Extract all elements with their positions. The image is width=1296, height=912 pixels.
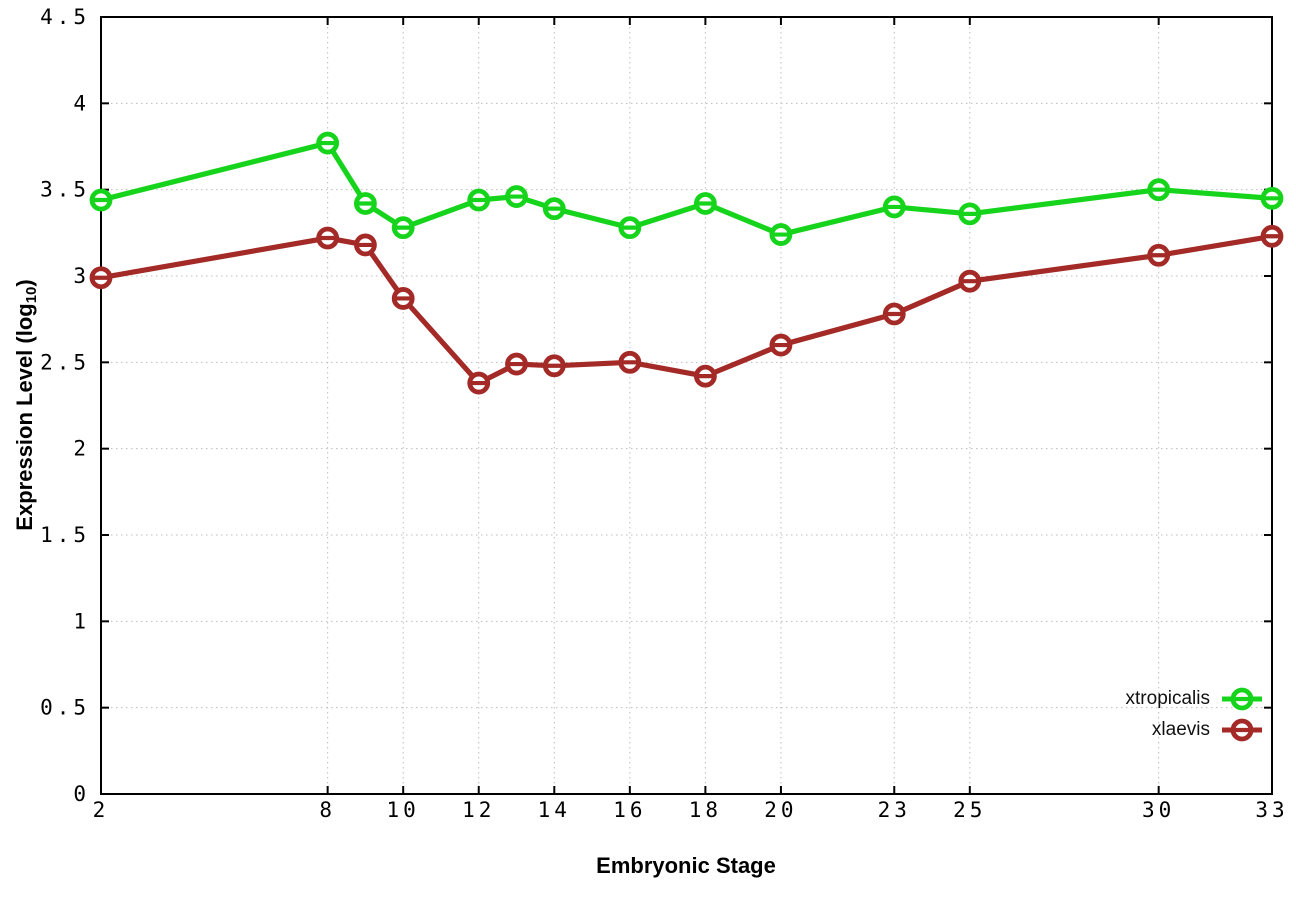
y-tick-label-2.5: 2.5 bbox=[40, 350, 90, 374]
series-xtropicalis bbox=[89, 131, 1284, 246]
y-axis-title-close: ) bbox=[11, 279, 37, 287]
legend-label-xlaevis: xlaevis bbox=[1151, 719, 1210, 740]
y-axis-title-text: Expression Level (log bbox=[11, 303, 37, 531]
legend: xtropicalis xlaevis bbox=[1126, 686, 1264, 743]
x-tick-label-30: 30 bbox=[1142, 798, 1175, 822]
x-axis-title: Embryonic Stage bbox=[596, 853, 776, 878]
x-tick-label-12: 12 bbox=[462, 798, 495, 822]
x-tick-label-23: 23 bbox=[878, 798, 911, 822]
x-tick-label-16: 16 bbox=[613, 798, 646, 822]
x-tick-label-10: 10 bbox=[387, 798, 420, 822]
legend-item-xtropicalis: xtropicalis bbox=[1126, 686, 1264, 712]
series-xlaevis-line bbox=[98, 233, 1275, 386]
x-tick-label-8: 8 bbox=[319, 798, 336, 822]
x-tick-label-18: 18 bbox=[689, 798, 722, 822]
y-tick-label-0: 0 bbox=[73, 782, 90, 806]
x-tick-label-2: 2 bbox=[93, 798, 110, 822]
y-axis-title: Expression Level (log10) bbox=[12, 279, 40, 530]
legend-label-xtropicalis: xtropicalis bbox=[1125, 688, 1210, 709]
y-axis-title-subscript: 10 bbox=[23, 286, 41, 304]
y-tick-label-1.5: 1.5 bbox=[40, 523, 90, 547]
x-tick-label-20: 20 bbox=[764, 798, 797, 822]
plot-border bbox=[100, 16, 1273, 795]
legend-marker-xlaevis-icon bbox=[1222, 718, 1262, 742]
x-tick-label-25: 25 bbox=[953, 798, 986, 822]
y-tick-label-4.5: 4.5 bbox=[40, 5, 90, 29]
y-tick-label-2: 2 bbox=[73, 437, 90, 461]
series-xtropicalis-line bbox=[98, 140, 1275, 238]
series-xlaevis bbox=[89, 224, 1284, 395]
y-tick-label-3: 3 bbox=[73, 264, 90, 288]
legend-marker-xtropicalis-icon bbox=[1222, 687, 1262, 711]
y-tick-label-1: 1 bbox=[73, 609, 90, 633]
y-tick-label-0.5: 0.5 bbox=[40, 696, 90, 720]
y-tick-label-3.5: 3.5 bbox=[40, 178, 90, 202]
legend-item-xlaevis: xlaevis bbox=[1152, 717, 1264, 743]
x-tick-label-14: 14 bbox=[538, 798, 571, 822]
x-tick-label-33: 33 bbox=[1255, 798, 1288, 822]
y-tick-label-4: 4 bbox=[73, 91, 90, 115]
